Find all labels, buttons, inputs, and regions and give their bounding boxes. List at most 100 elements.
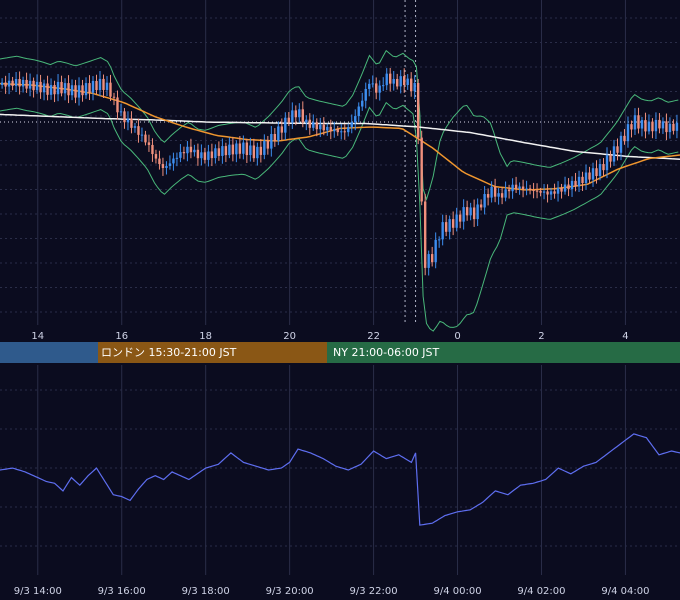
candle-body: [535, 190, 539, 192]
candle-body: [472, 207, 476, 220]
candle-body: [196, 149, 200, 159]
candle-body: [245, 142, 249, 156]
candle-body: [42, 83, 46, 93]
candle-body: [546, 191, 549, 195]
candle-body: [224, 146, 228, 156]
candle-body: [507, 189, 511, 192]
candle-body: [14, 78, 18, 86]
candle-body: [441, 222, 444, 240]
candle-body: [514, 184, 518, 189]
candle-body: [91, 80, 95, 93]
candle-body: [455, 214, 458, 228]
candle-body: [350, 122, 353, 128]
candle-body: [483, 194, 486, 208]
candle-body: [654, 119, 658, 132]
candle-body: [637, 115, 640, 129]
candle-body: [11, 80, 14, 86]
candle-body: [378, 85, 381, 93]
candle-body: [228, 144, 231, 156]
candle-body: [563, 184, 567, 192]
candle-body: [77, 85, 81, 98]
candle-body: [21, 79, 25, 87]
candle-body: [147, 142, 151, 145]
bollinger-lower: [0, 101, 679, 332]
candle-body: [469, 207, 472, 216]
candle-body: [4, 82, 7, 87]
candle-body: [626, 124, 630, 142]
candle-body: [479, 204, 483, 208]
candle-body: [238, 143, 242, 154]
candle-body: [420, 137, 423, 202]
candle-body: [602, 164, 605, 171]
candle-body: [273, 134, 277, 141]
candle-body: [322, 124, 325, 131]
oscillator-panel: [0, 365, 680, 600]
candle-body: [172, 158, 175, 164]
candle-body: [165, 165, 168, 168]
candle-body: [81, 85, 84, 96]
candle-body: [137, 126, 140, 135]
candle-body: [298, 109, 301, 118]
candle-body: [315, 122, 318, 130]
candle-body: [371, 83, 374, 85]
candle-body: [266, 140, 270, 149]
candle-body: [67, 83, 70, 96]
candle-body: [343, 131, 346, 133]
candle-body: [406, 78, 409, 86]
candle-body: [633, 115, 637, 130]
candle-body: [504, 189, 507, 198]
session-london-band: ロンドン 15:30-21:00 JST: [98, 342, 327, 363]
candle-body: [53, 85, 56, 95]
candle-body: [423, 201, 427, 268]
candle-body: [361, 100, 364, 107]
candle-body: [98, 78, 102, 91]
candle-body: [56, 81, 60, 95]
candle-body: [490, 186, 493, 198]
candle-body: [591, 168, 595, 180]
candle-body: [640, 120, 644, 129]
osc-x-tick-label: 9/3 16:00: [98, 586, 146, 597]
candle-body: [95, 80, 98, 91]
osc-x-tick-label: 9/3 14:00: [14, 586, 62, 597]
candle-body: [182, 152, 186, 154]
candle-body: [112, 96, 116, 98]
candle-body: [448, 219, 451, 232]
candle-body: [140, 134, 144, 136]
candle-body: [340, 131, 343, 133]
candle-body: [389, 73, 392, 84]
candle-body: [0, 82, 4, 85]
candle-body: [661, 121, 665, 129]
candle-body: [493, 186, 497, 197]
candle-body: [375, 83, 378, 93]
candle-body: [189, 146, 193, 153]
candle-body: [291, 110, 294, 123]
candle-body: [210, 151, 214, 159]
candle-body: [385, 73, 388, 86]
session-ny-label: NY 21:00-06:00 JST: [333, 346, 440, 359]
candle-body: [567, 184, 570, 190]
candle-body: [63, 83, 67, 94]
candle-body: [119, 111, 123, 113]
candle-body: [235, 143, 238, 155]
bollinger-upper: [0, 49, 679, 201]
candle-body: [256, 146, 259, 159]
candle-body: [287, 117, 291, 123]
candle-body: [451, 219, 455, 228]
candle-body: [144, 134, 147, 143]
candle-body: [605, 155, 609, 171]
candle-body: [203, 152, 207, 160]
candle-body: [336, 129, 339, 133]
candle-body: [658, 119, 661, 129]
candle-body: [217, 148, 221, 156]
candle-body: [556, 187, 560, 194]
candle-body: [357, 106, 360, 117]
candle-body: [486, 194, 490, 198]
candle-body: [672, 123, 675, 131]
candle-body: [403, 76, 406, 86]
candle-body: [364, 88, 367, 101]
oscillator-line: [0, 433, 680, 526]
candle-body: [179, 152, 182, 158]
candle-body: [675, 122, 679, 131]
candle-body: [588, 172, 591, 180]
